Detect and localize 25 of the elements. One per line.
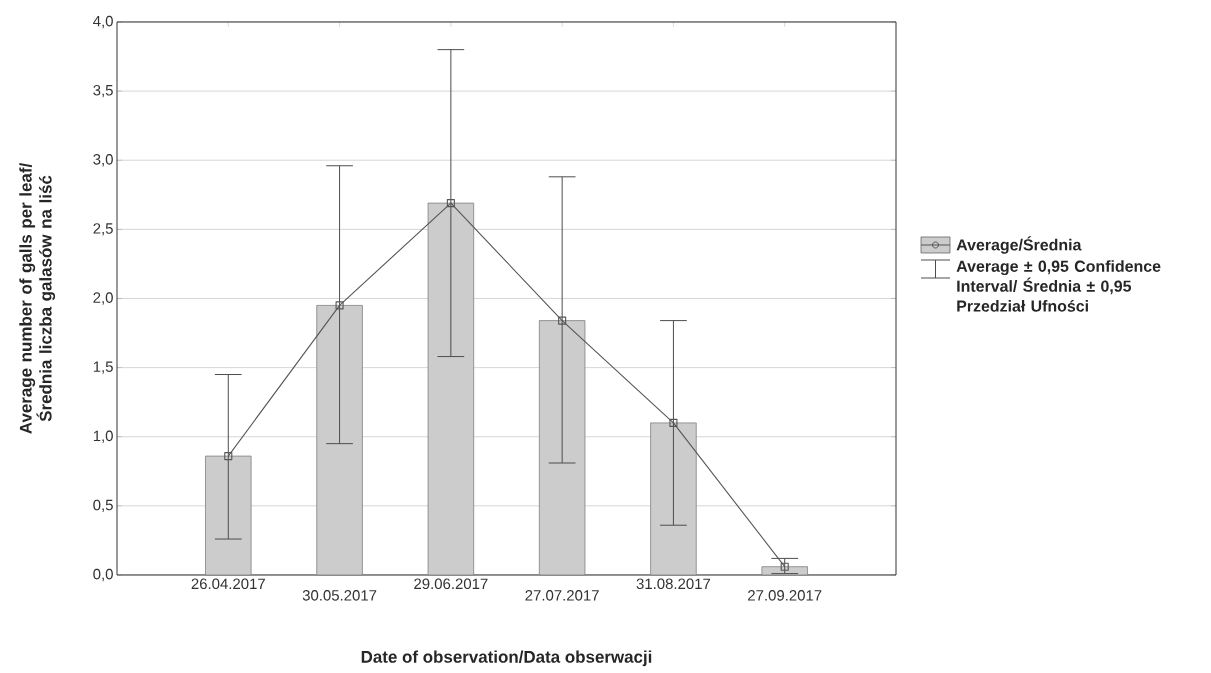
x-tick-label: 27.09.2017 [748,590,822,601]
y-tick-label: 2,0 [93,292,113,305]
text: Average ± 0,95 Confidence Interval/ Średnia ± 0,95 Przedział Ufności [956,260,1161,312]
x-tick-label: 30.05.2017 [302,590,377,601]
y-tick-label: 1,0 [93,430,113,443]
y-tick-label: 3,0 [93,154,113,167]
y-tick-label: 0,5 [93,499,113,513]
point [224,452,233,461]
y-tick-label: 2,5 [93,223,113,236]
y-tick-label: 0,0 [93,568,113,582]
point [780,562,789,571]
x-axis-title: Date of observation/Data obserwacji [361,650,652,667]
point [669,418,678,427]
y-axis-title: Average number of galls per leaf/ Średnia liczba galasów na liść [19,162,56,434]
x-tick-label: 27.07.2017 [525,590,599,601]
legend-label: Average/Średnia [956,236,1082,254]
y-tick-label: 4,0 [93,15,113,29]
x-tick-label: 26.04.2017 [191,578,265,590]
point [558,316,567,325]
y-tick-label: 1,5 [93,361,113,374]
x-tick-label: 29.06.2017 [414,578,488,590]
point [446,199,455,208]
x-tick-label: 31.08.2017 [636,578,711,590]
y-tick-label: 3,5 [93,84,113,98]
point [335,301,344,310]
